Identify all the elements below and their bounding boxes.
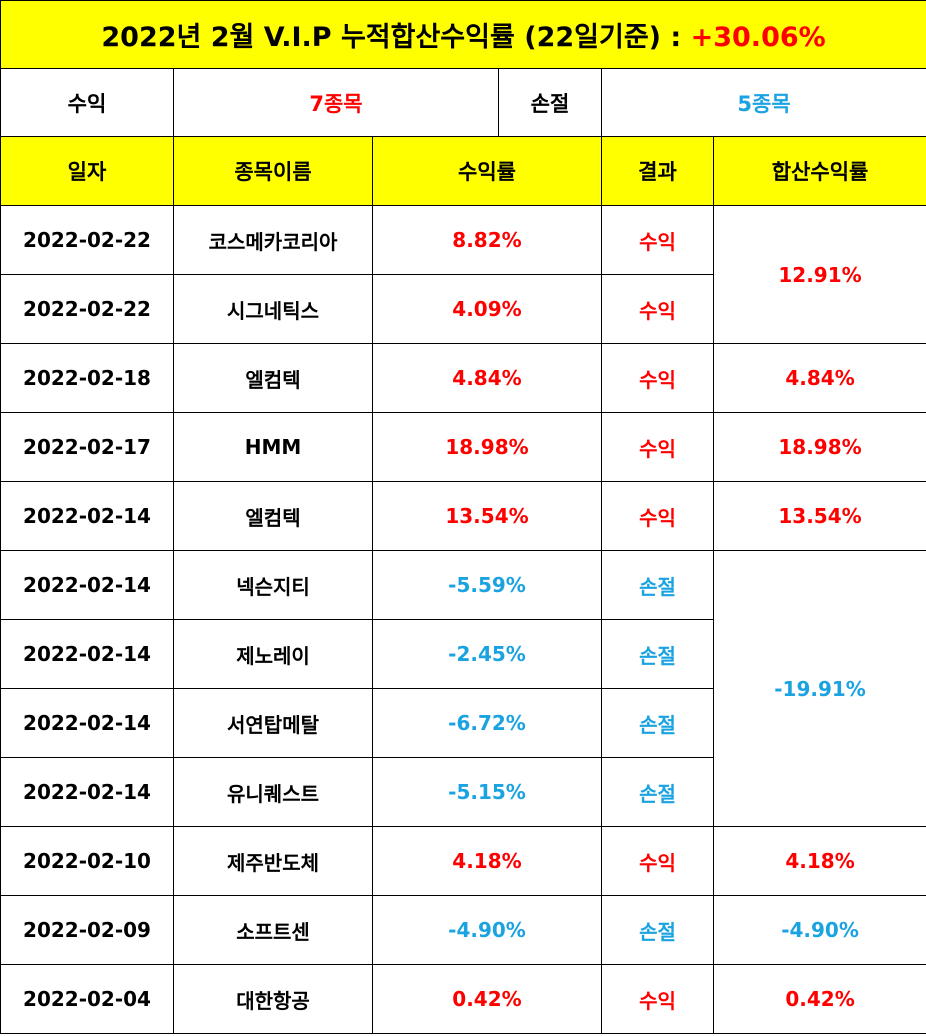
row-date: 2022-02-17 bbox=[0, 412, 174, 482]
row-result: 수익 bbox=[601, 964, 714, 1034]
row-date: 2022-02-04 bbox=[0, 964, 174, 1034]
table-row: 2022-02-14 엘컴텍 13.54% 수익 13.54% bbox=[0, 481, 926, 551]
row-combined: -4.90% bbox=[712, 895, 926, 965]
row-date: 2022-02-22 bbox=[0, 274, 174, 344]
row-combined: 12.91% bbox=[712, 205, 926, 344]
row-result: 손절 bbox=[601, 895, 714, 965]
header-combined: 합산수익률 bbox=[712, 136, 926, 206]
row-result: 수익 bbox=[601, 274, 714, 344]
row-result: 손절 bbox=[601, 757, 714, 827]
row-name: 서연탑메탈 bbox=[173, 688, 373, 758]
row-name: 넥슨지티 bbox=[173, 550, 373, 620]
row-return: 8.82% bbox=[372, 205, 602, 275]
row-name: 제노레이 bbox=[173, 619, 373, 689]
row-date: 2022-02-14 bbox=[0, 757, 174, 827]
row-date: 2022-02-22 bbox=[0, 205, 174, 275]
row-date: 2022-02-14 bbox=[0, 619, 174, 689]
row-name: 대한항공 bbox=[173, 964, 373, 1034]
table-row: 2022-02-14 유니퀘스트 -5.15% 손절 bbox=[0, 757, 926, 827]
row-return: 13.54% bbox=[372, 481, 602, 551]
title-cell: 2022년 2월 V.I.P 누적합산수익률 (22일기준) : +30.06% bbox=[0, 0, 926, 69]
row-return: -6.72% bbox=[372, 688, 602, 758]
row-return: -2.45% bbox=[372, 619, 602, 689]
header-row: 일자 종목이름 수익률 결과 합산수익률 bbox=[0, 136, 926, 206]
row-result: 수익 bbox=[601, 343, 714, 413]
header-date: 일자 bbox=[0, 136, 174, 206]
summary-row: 수익 7종목 손절 5종목 bbox=[0, 68, 926, 137]
row-result: 손절 bbox=[601, 688, 714, 758]
table-row: 2022-02-14 서연탑메탈 -6.72% 손절 bbox=[0, 688, 926, 758]
table-row: 2022-02-10 제주반도체 4.18% 수익 4.18% bbox=[0, 826, 926, 896]
row-result: 수익 bbox=[601, 205, 714, 275]
row-date: 2022-02-14 bbox=[0, 550, 174, 620]
row-combined: 13.54% bbox=[712, 481, 926, 551]
row-return: 18.98% bbox=[372, 412, 602, 482]
row-return: -5.15% bbox=[372, 757, 602, 827]
loss-label: 손절 bbox=[498, 68, 602, 137]
row-return: 4.84% bbox=[372, 343, 602, 413]
row-name: 코스메카코리아 bbox=[173, 205, 373, 275]
profit-count: 7종목 bbox=[173, 68, 499, 137]
row-date: 2022-02-18 bbox=[0, 343, 174, 413]
row-return: -4.90% bbox=[372, 895, 602, 965]
row-date: 2022-02-14 bbox=[0, 481, 174, 551]
row-combined: 18.98% bbox=[712, 412, 926, 482]
row-name: 제주반도체 bbox=[173, 826, 373, 896]
row-return: 4.09% bbox=[372, 274, 602, 344]
row-name: 유니퀘스트 bbox=[173, 757, 373, 827]
table-row: 2022-02-22 코스메카코리아 8.82% 수익 12.91% bbox=[0, 205, 926, 344]
row-result: 수익 bbox=[601, 412, 714, 482]
row-result: 손절 bbox=[601, 619, 714, 689]
row-result: 수익 bbox=[601, 826, 714, 896]
table-row: 2022-02-09 소프트센 -4.90% 손절 -4.90% bbox=[0, 895, 926, 965]
row-result: 손절 bbox=[601, 550, 714, 620]
header-return: 수익률 bbox=[372, 136, 602, 206]
row-return: 4.18% bbox=[372, 826, 602, 896]
profit-label: 수익 bbox=[0, 68, 174, 137]
row-return: -5.59% bbox=[372, 550, 602, 620]
row-name: 엘컴텍 bbox=[173, 481, 373, 551]
row-name: 시그네틱스 bbox=[173, 274, 373, 344]
row-combined: 4.18% bbox=[712, 826, 926, 896]
loss-count: 5종목 bbox=[600, 68, 926, 137]
row-combined: -19.91% bbox=[712, 550, 926, 827]
row-name: HMM bbox=[173, 412, 373, 482]
table-row: 2022-02-17 HMM 18.98% 수익 18.98% bbox=[0, 412, 926, 482]
row-date: 2022-02-14 bbox=[0, 688, 174, 758]
header-result: 결과 bbox=[601, 136, 714, 206]
row-name: 소프트센 bbox=[173, 895, 373, 965]
row-result: 수익 bbox=[601, 481, 714, 551]
row-combined: 0.42% bbox=[712, 964, 926, 1034]
row-return: 0.42% bbox=[372, 964, 602, 1034]
header-name: 종목이름 bbox=[173, 136, 373, 206]
title-text: 2022년 2월 V.I.P 누적합산수익률 (22일기준) : bbox=[101, 22, 691, 53]
row-combined: 4.84% bbox=[712, 343, 926, 413]
total-return: +30.06% bbox=[690, 22, 826, 53]
table-row: 2022-02-14 넥슨지티 -5.59% 손절 -19.91% bbox=[0, 550, 926, 827]
table-row: 2022-02-04 대한항공 0.42% 수익 0.42% bbox=[0, 964, 926, 1034]
title-row: 2022년 2월 V.I.P 누적합산수익률 (22일기준) : +30.06% bbox=[0, 0, 926, 69]
row-date: 2022-02-09 bbox=[0, 895, 174, 965]
row-name: 엘컴텍 bbox=[173, 343, 373, 413]
table-row: 2022-02-18 엘컴텍 4.84% 수익 4.84% bbox=[0, 343, 926, 413]
row-date: 2022-02-10 bbox=[0, 826, 174, 896]
